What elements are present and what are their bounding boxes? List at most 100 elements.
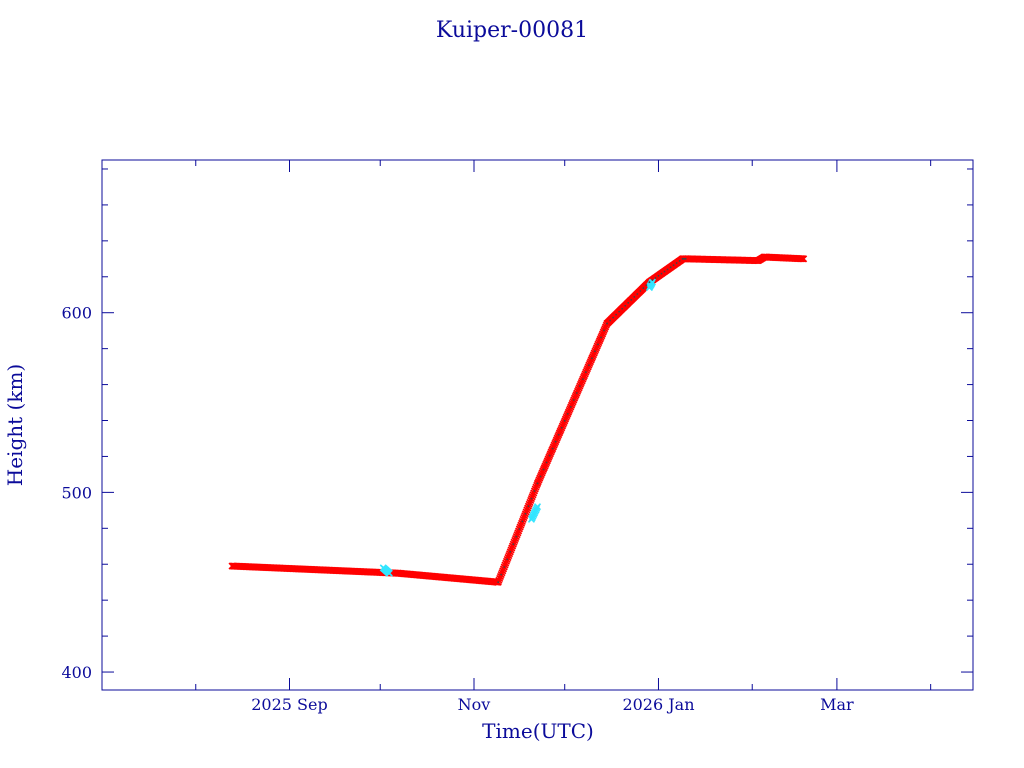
data-point-core bbox=[530, 497, 533, 500]
data-point-core bbox=[588, 364, 590, 367]
data-point-core bbox=[566, 412, 569, 415]
plot-frame bbox=[101, 159, 974, 691]
data-point-core bbox=[642, 287, 645, 289]
data-point bbox=[505, 550, 514, 558]
data-point bbox=[511, 536, 519, 544]
data-point-core bbox=[594, 350, 596, 353]
data-point-core bbox=[624, 304, 627, 307]
data-point bbox=[519, 515, 527, 524]
data-point bbox=[530, 489, 538, 497]
data-point-core bbox=[506, 558, 509, 561]
data-point bbox=[517, 521, 525, 529]
data-point bbox=[507, 546, 515, 554]
data-point-core bbox=[581, 378, 584, 381]
data-point-core bbox=[683, 257, 686, 260]
data-point-core bbox=[509, 550, 512, 553]
data-point-core bbox=[548, 454, 551, 457]
data-point-core bbox=[618, 310, 621, 313]
x-axis: 2025 Sep Nov 2026 Jan Mar bbox=[195, 160, 932, 714]
data-point bbox=[523, 506, 531, 514]
data-point bbox=[502, 557, 511, 565]
y-tick-label: 600 bbox=[61, 304, 92, 323]
data-point-core bbox=[557, 433, 560, 436]
y-tick-label: 500 bbox=[61, 483, 92, 502]
data-point-core bbox=[678, 260, 681, 262]
data-point bbox=[514, 529, 522, 537]
data-point-core bbox=[684, 257, 687, 260]
data-point-core bbox=[591, 357, 593, 360]
data-point bbox=[800, 255, 808, 263]
chart-title: Kuiper-00081 bbox=[436, 18, 588, 43]
data-point-core bbox=[542, 468, 545, 471]
data-point bbox=[513, 531, 521, 539]
series-overlap bbox=[497, 257, 687, 584]
data-point-core bbox=[527, 505, 530, 508]
data-point-core bbox=[518, 528, 521, 530]
data-point-core bbox=[606, 322, 608, 325]
data-point bbox=[521, 512, 529, 520]
data-point-core bbox=[536, 482, 539, 485]
data-point-core bbox=[630, 298, 633, 301]
data-point-core bbox=[497, 581, 500, 584]
data-point-core bbox=[663, 270, 666, 273]
data-point-core bbox=[578, 385, 581, 387]
data-point bbox=[648, 278, 656, 286]
data-point-core bbox=[672, 264, 675, 267]
x-axis-label: Time(UTC) bbox=[482, 719, 594, 743]
data-point bbox=[520, 514, 528, 522]
data-point-core bbox=[575, 392, 578, 394]
x-tick-label: Nov bbox=[458, 695, 491, 714]
data-point-core bbox=[645, 284, 648, 287]
data-point bbox=[496, 572, 505, 581]
data-point bbox=[524, 504, 532, 512]
data-point bbox=[512, 534, 520, 543]
data-point bbox=[496, 574, 504, 582]
data-point-core bbox=[609, 319, 611, 322]
data-point-core bbox=[669, 266, 672, 269]
data-point bbox=[495, 576, 503, 584]
data-point-core bbox=[584, 371, 587, 374]
data-point-core bbox=[551, 447, 554, 450]
x-tick-label: 2025 Sep bbox=[251, 695, 327, 714]
data-point bbox=[533, 503, 542, 511]
data-point-core bbox=[675, 262, 678, 264]
data-point-core bbox=[627, 301, 630, 304]
data-point-core bbox=[524, 512, 527, 515]
data-point bbox=[501, 561, 509, 569]
data-point bbox=[508, 544, 516, 552]
data-point-core bbox=[651, 279, 654, 281]
y-axis-label: Height (km) bbox=[3, 364, 27, 486]
y-axis: 400 500 600 bbox=[61, 168, 973, 682]
plot-border bbox=[101, 159, 974, 691]
data-point-core bbox=[657, 274, 660, 277]
data-point-core bbox=[554, 440, 557, 443]
series-0 bbox=[228, 253, 808, 586]
data-point-core bbox=[633, 296, 636, 298]
data-point bbox=[529, 491, 537, 499]
data-point bbox=[499, 565, 508, 573]
y-tick-label: 400 bbox=[61, 663, 92, 682]
data-point-core bbox=[533, 490, 536, 492]
data-point bbox=[385, 569, 393, 577]
data-point-core bbox=[600, 336, 602, 339]
data-point-core bbox=[569, 406, 572, 408]
data-point-core bbox=[639, 290, 642, 292]
data-point bbox=[527, 496, 535, 505]
data-point-core bbox=[545, 461, 548, 464]
data-point-core bbox=[512, 543, 515, 546]
data-point-core bbox=[572, 399, 575, 401]
data-point bbox=[510, 538, 518, 546]
data-point-core bbox=[654, 277, 657, 279]
data-point-core bbox=[560, 426, 563, 429]
data-point bbox=[515, 527, 523, 535]
data-point-core bbox=[539, 475, 542, 478]
data-point bbox=[532, 483, 540, 491]
data-point-core bbox=[515, 535, 518, 538]
data-point-core bbox=[636, 293, 639, 295]
data-point bbox=[516, 523, 524, 531]
data-point bbox=[505, 552, 513, 560]
data-point-core bbox=[500, 573, 503, 576]
data-point bbox=[526, 498, 534, 506]
data-point bbox=[499, 567, 507, 575]
